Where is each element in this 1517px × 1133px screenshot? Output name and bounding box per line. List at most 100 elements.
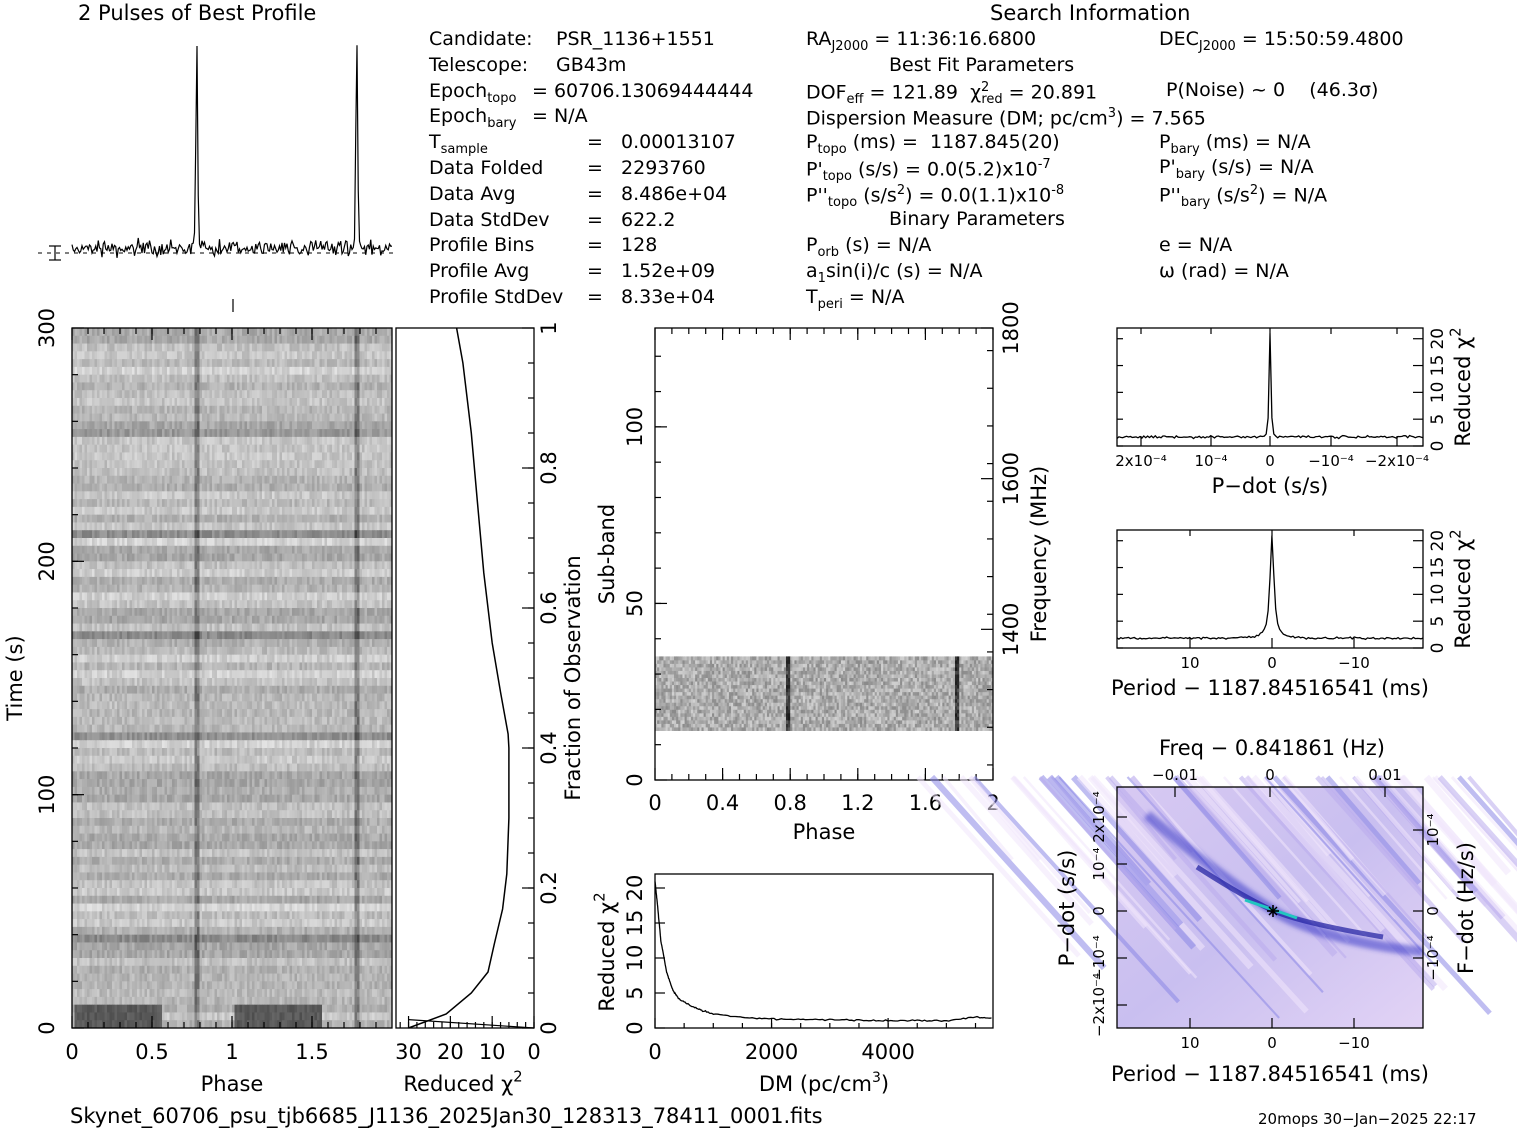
time-phase-pixel <box>264 561 268 570</box>
time-phase-pixel <box>104 444 108 453</box>
time-phase-pixel <box>232 506 235 516</box>
time-phase-pixel <box>367 460 370 469</box>
time-phase-pixel <box>114 460 118 469</box>
time-phase-pixel <box>94 522 98 531</box>
time-phase-pixel <box>334 569 338 578</box>
time-phase-pixel <box>167 351 170 360</box>
time-phase-pixel <box>252 615 255 624</box>
time-phase-pixel <box>202 545 205 554</box>
time-phase-pixel <box>229 366 233 376</box>
time-phase-pixel <box>84 592 88 601</box>
time-phase-pixel <box>314 444 318 453</box>
time-phase-pixel <box>109 413 113 422</box>
time-phase-pixel <box>234 398 238 407</box>
time-phase-pixel <box>359 545 363 554</box>
time-phase-pixel <box>124 475 128 484</box>
time-phase-pixel <box>304 499 308 508</box>
time-phase-pixel <box>204 413 208 422</box>
time-phase-pixel <box>209 608 213 617</box>
time-phase-pixel <box>232 429 235 438</box>
time-phase-pixel <box>109 538 113 547</box>
time-phase-pixel <box>172 514 175 523</box>
time-phase-pixel <box>247 506 250 516</box>
time-phase-pixel <box>177 468 180 477</box>
time-phase-pixel <box>92 421 95 430</box>
time-phase-pixel <box>197 335 200 344</box>
time-phase-pixel <box>344 538 348 547</box>
time-phase-pixel <box>384 343 388 352</box>
time-phase-pixel <box>297 584 300 593</box>
time-phase-pixel <box>357 483 360 492</box>
time-phase-pixel <box>164 615 168 624</box>
candidate-info-row: Epochtopo <box>429 81 516 104</box>
time-phase-pixel <box>302 444 305 453</box>
time-phase-pixel <box>357 398 360 407</box>
info-key: T <box>429 131 441 154</box>
time-phase-pixel <box>369 374 373 383</box>
time-phase-pixel <box>184 499 188 508</box>
time-phase-pixel <box>334 452 338 461</box>
time-phase-pixel <box>227 600 230 609</box>
time-phase-pixel <box>374 351 378 360</box>
time-phase-pixel <box>272 374 275 383</box>
time-phase-pixel <box>292 499 295 508</box>
time-phase-pixel <box>372 499 375 508</box>
time-phase-pixel <box>252 335 255 344</box>
time-phase-pixel <box>227 382 230 391</box>
time-phase-pixel <box>117 335 120 344</box>
time-phase-pixel <box>122 491 125 500</box>
time-phase-pixel <box>87 468 90 477</box>
time-phase-pixel <box>217 405 220 414</box>
time-phase-pixel <box>209 545 213 554</box>
time-phase-pixel <box>99 608 103 617</box>
time-phase-pixel <box>214 506 218 516</box>
time-phase-pixel <box>79 499 83 508</box>
time-phase-pixel <box>359 444 363 453</box>
time-phase-pixel <box>97 600 100 609</box>
time-phase-pixel <box>92 608 95 617</box>
time-phase-pixel <box>212 514 215 523</box>
time-phase-pixel <box>134 483 138 492</box>
time-phase-pixel <box>127 343 130 352</box>
time-phase-pixel <box>164 608 168 617</box>
time-phase-pixel <box>199 530 203 539</box>
time-phase-pixel <box>189 608 193 617</box>
time-phase-pixel <box>327 351 330 360</box>
time-phase-pixel <box>379 506 383 516</box>
time-phase-pixel <box>252 569 255 578</box>
time-phase-pixel <box>197 615 200 624</box>
time-phase-pixel <box>287 452 290 461</box>
time-phase-pixel <box>84 460 88 469</box>
time-phase-pixel <box>129 475 133 484</box>
time-phase-pixel <box>97 413 100 422</box>
time-phase-pixel <box>117 615 120 624</box>
time-phase-pixel <box>267 374 270 383</box>
time-phase-pixel <box>379 522 383 531</box>
time-phase-pixel <box>309 530 313 539</box>
time-phase-pixel <box>204 608 208 617</box>
time-phase-pixel <box>324 436 328 446</box>
time-phase-pixel <box>297 538 300 547</box>
time-phase-pixel <box>377 538 380 547</box>
time-phase-pixel <box>229 561 233 570</box>
time-phase-pixel <box>332 444 335 453</box>
time-phase-pixel <box>174 538 178 547</box>
time-phase-pixel <box>309 506 313 516</box>
time-phase-pixel <box>349 359 353 368</box>
time-phase-pixel <box>267 328 270 337</box>
time-phase-pixel <box>359 530 363 539</box>
time-phase-pixel <box>389 374 393 383</box>
time-phase-pixel <box>112 328 115 337</box>
time-phase-pixel <box>317 514 320 523</box>
time-phase-pixel <box>192 452 195 461</box>
time-phase-pixel <box>302 382 305 391</box>
time-phase-pixel <box>299 561 303 570</box>
time-phase-pixel <box>369 499 373 508</box>
time-phase-pixel <box>269 468 273 477</box>
time-phase-pixel <box>157 444 160 453</box>
time-phase-pixel <box>222 452 225 461</box>
time-phase-pixel <box>329 374 333 383</box>
time-phase-pixel <box>164 413 168 422</box>
time-phase-pixel <box>99 452 103 461</box>
time-phase-pixel <box>199 499 203 508</box>
